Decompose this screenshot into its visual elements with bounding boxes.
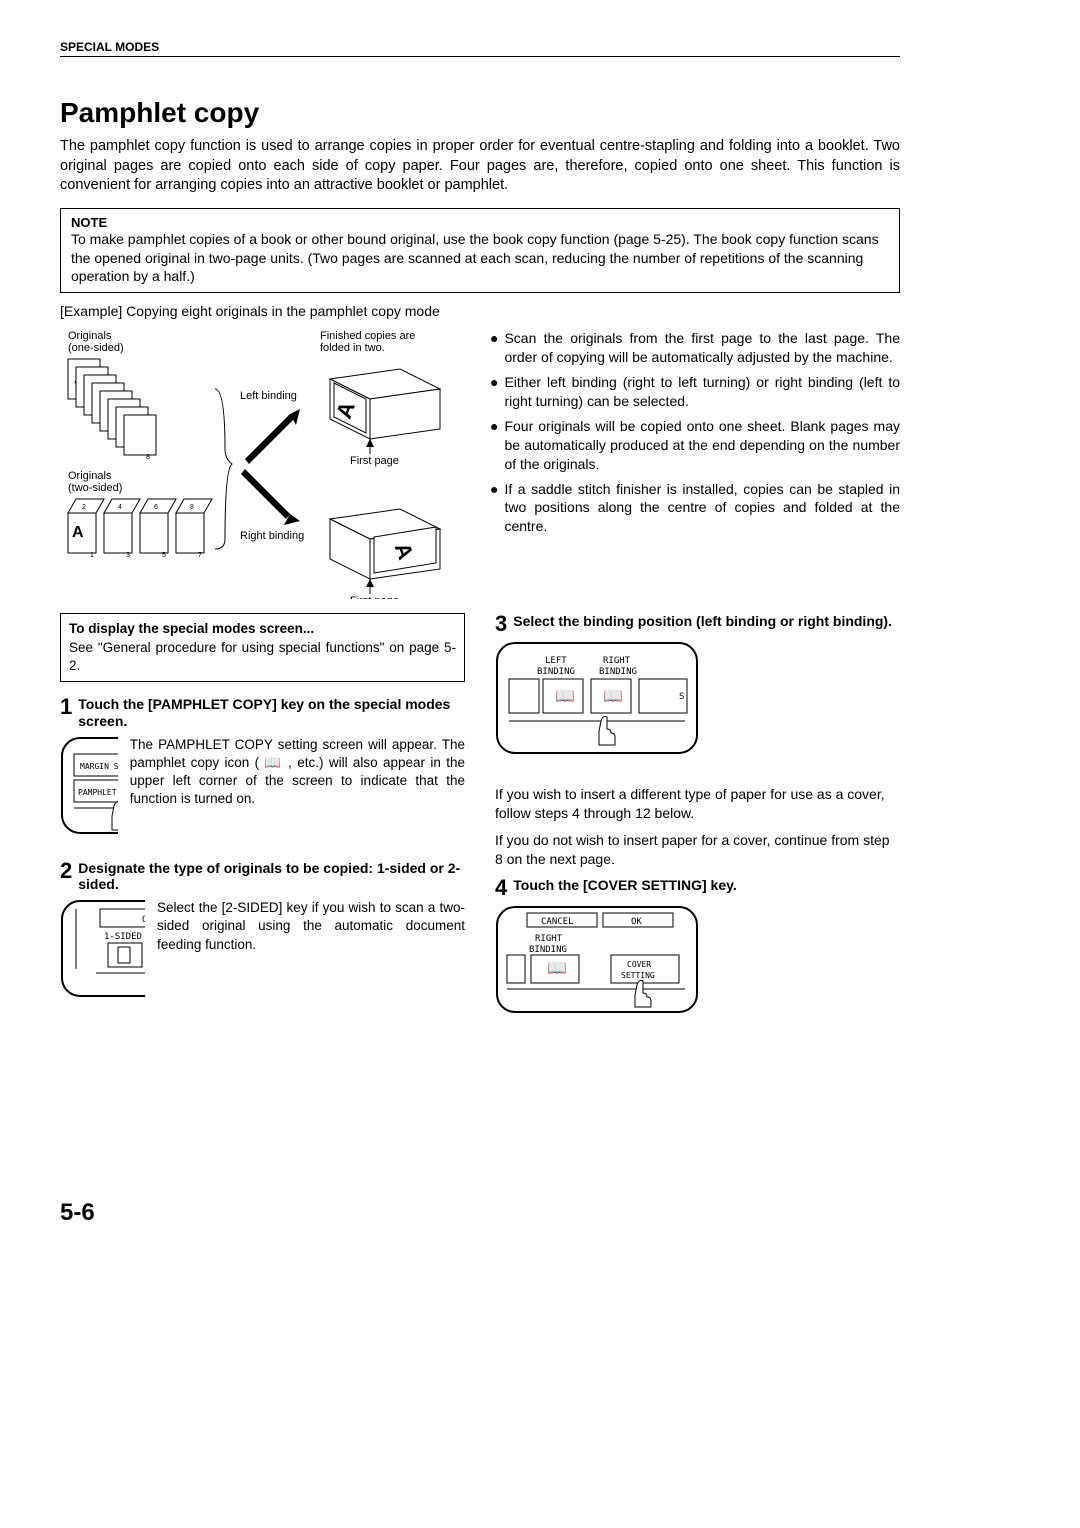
svg-text:3: 3 (126, 552, 130, 559)
svg-text:(one-sided): (one-sided) (68, 342, 124, 354)
svg-text:OK: OK (631, 917, 642, 927)
step-3: 3 Select the binding position (left bind… (495, 613, 900, 771)
intro-text: The pamphlet copy function is used to ar… (60, 137, 900, 196)
bullet-icon: ● (490, 480, 498, 498)
bullet-text: Four originals will be copied onto one s… (504, 417, 900, 474)
svg-text:SETTING: SETTING (621, 971, 655, 980)
step2-panel: ORIGINAL 1-SIDED 2-SIDED (60, 899, 145, 1009)
step-2: 2 Designate the type of originals to be … (60, 860, 465, 1010)
svg-text:1-SIDED: 1-SIDED (104, 932, 142, 942)
display-box-title: To display the special modes screen... (69, 621, 314, 636)
step-1: 1 Touch the [PAMPHLET COPY] key on the s… (60, 696, 465, 846)
svg-text:5: 5 (162, 552, 166, 559)
svg-text:First page: First page (350, 455, 399, 467)
bullet-icon: ● (490, 373, 498, 391)
svg-text:8: 8 (190, 504, 194, 511)
svg-text:1: 1 (90, 552, 94, 559)
svg-text:6: 6 (154, 504, 158, 511)
step-title: Designate the type of originals to be co… (78, 860, 465, 894)
bullet-text: If a saddle stitch finisher is installed… (504, 480, 900, 537)
svg-text:4: 4 (118, 504, 122, 511)
svg-text:BINDING: BINDING (537, 667, 575, 677)
svg-text:S: S (679, 692, 684, 702)
svg-text:Right binding: Right binding (240, 530, 304, 542)
svg-text:BINDING: BINDING (529, 945, 567, 955)
svg-text:LEFT: LEFT (545, 656, 567, 666)
step-body-text: The PAMPHLET COPY setting screen will ap… (130, 736, 465, 809)
step-number: 4 (495, 877, 507, 899)
svg-text:7: 7 (198, 552, 202, 559)
bullet-text: Scan the originals from the first page t… (504, 329, 900, 367)
note-box: NOTE To make pamphlet copies of a book o… (60, 208, 900, 294)
svg-text:RIGHT: RIGHT (603, 656, 631, 666)
note-title: NOTE (71, 215, 889, 230)
cover-note-2: If you do not wish to insert paper for a… (495, 831, 900, 869)
example-diagram: Originals (one-sided) A 1 2 3 4 5 6 7 8 … (60, 329, 460, 599)
bullet-icon: ● (490, 417, 498, 435)
step-title: Touch the [PAMPHLET COPY] key on the spe… (78, 696, 465, 730)
display-box: To display the special modes screen... S… (60, 613, 465, 682)
example-line: [Example] Copying eight originals in the… (60, 303, 900, 319)
page-header: SPECIAL MODES (60, 40, 900, 57)
svg-text:BINDING: BINDING (599, 667, 637, 677)
svg-text:ORIGINAL: ORIGINAL (142, 915, 145, 925)
svg-text:First page: First page (350, 595, 399, 599)
step3-panel: LEFT BINDING RIGHT BINDING 📖 📖 S (495, 641, 705, 771)
svg-text:8: 8 (146, 454, 150, 461)
svg-text:📖: 📖 (547, 960, 567, 977)
step-4: 4 Touch the [COVER SETTING] key. CANCEL … (495, 877, 900, 1025)
step-number: 3 (495, 613, 507, 635)
svg-text:COVER: COVER (627, 960, 651, 969)
step-number: 1 (60, 696, 72, 718)
svg-text:Finished copies are: Finished copies are (320, 330, 415, 342)
svg-text:MARGIN SHIFT: MARGIN SHIFT (80, 762, 118, 771)
svg-text:folded in two.: folded in two. (320, 342, 385, 354)
cover-note-1: If you wish to insert a different type o… (495, 785, 900, 823)
step-title: Select the binding position (left bindin… (513, 613, 892, 630)
svg-text:A: A (72, 524, 84, 541)
step-number: 2 (60, 860, 72, 882)
step-body-text: Select the [2-SIDED] key if you wish to … (157, 899, 465, 954)
svg-text:📖: 📖 (603, 688, 623, 705)
svg-text:📖: 📖 (555, 688, 575, 705)
svg-text:2: 2 (82, 504, 86, 511)
svg-text:CANCEL: CANCEL (541, 917, 574, 927)
svg-text:RIGHT: RIGHT (535, 934, 563, 944)
page-number: 5-6 (60, 1199, 900, 1227)
step-title: Touch the [COVER SETTING] key. (513, 877, 737, 894)
step1-panel: MARGIN SHIFT ERASE PAMPHLET COPY 📖 JOB B… (60, 736, 118, 846)
svg-text:(two-sided): (two-sided) (68, 482, 122, 494)
step4-panel: CANCEL OK RIGHT BINDING G 📖 COVER SETTIN… (495, 905, 705, 1025)
bullet-list: ● Scan the originals from the first page … (490, 329, 900, 536)
bullet-icon: ● (490, 329, 498, 347)
svg-text:Left binding: Left binding (240, 390, 297, 402)
note-body: To make pamphlet copies of a book or oth… (71, 230, 889, 287)
page-title: Pamphlet copy (60, 97, 900, 129)
display-box-body: See "General procedure for using special… (69, 640, 456, 673)
label-originals-one: Originals (68, 330, 112, 342)
svg-text:PAMPHLET COPY: PAMPHLET COPY (78, 788, 118, 797)
svg-text:Originals: Originals (68, 470, 112, 482)
bullet-text: Either left binding (right to left turni… (504, 373, 900, 411)
